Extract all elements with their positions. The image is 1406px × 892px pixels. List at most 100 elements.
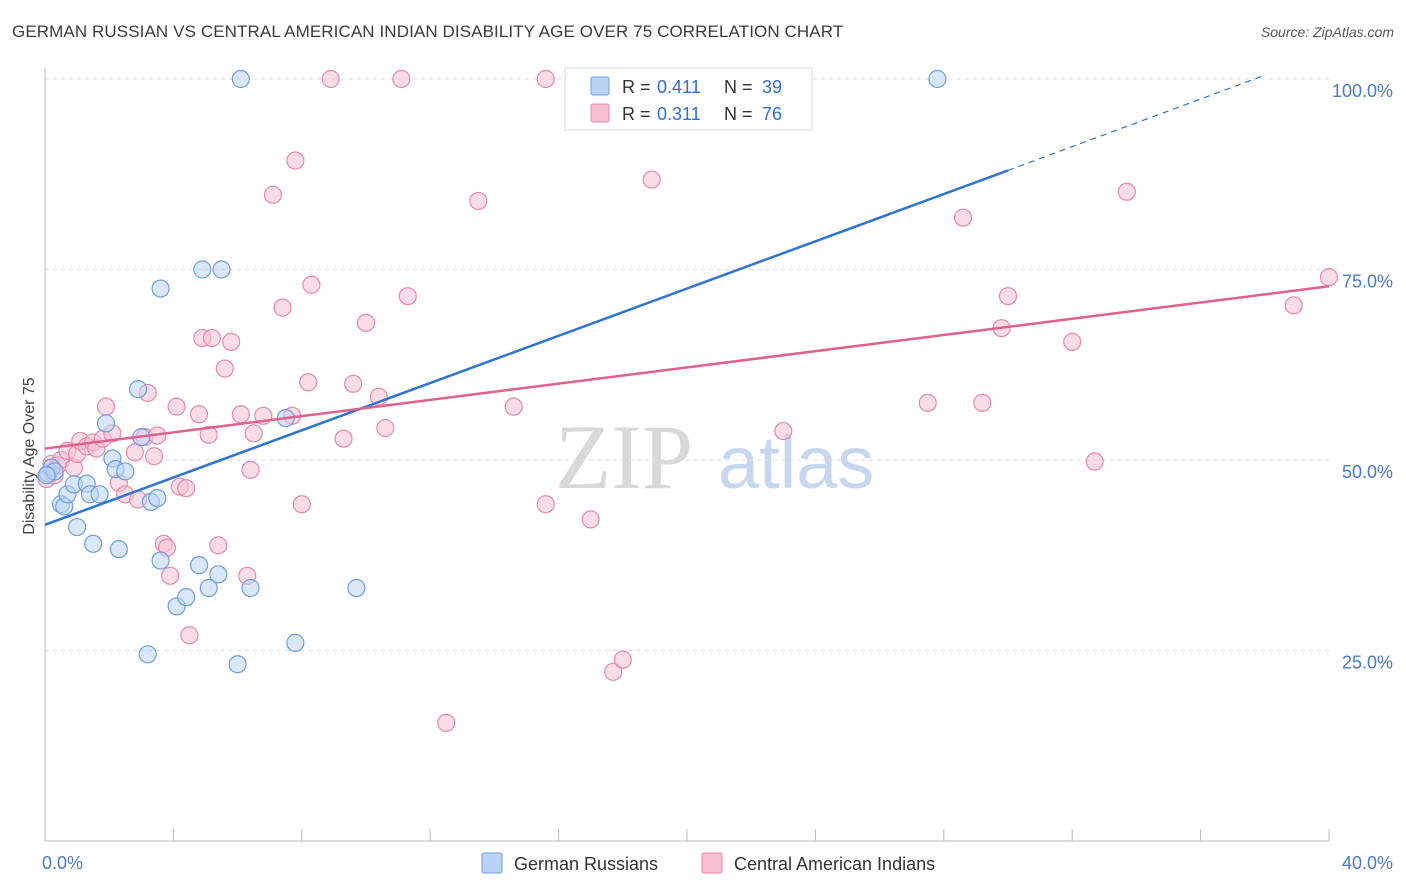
series-german-russians: [37, 69, 947, 674]
central-american-indians-point-37: [231, 405, 250, 424]
central-american-indians-point-72: [1063, 332, 1082, 351]
central-american-indians-point-42: [263, 185, 283, 204]
german-russians-point-16: [116, 462, 135, 481]
central-american-indians-point-26: [167, 397, 186, 416]
axes: [44, 68, 1330, 842]
central-american-indians-point-28: [177, 479, 196, 498]
legend: R = 0.411 N = 39 R = 0.311 N = 76: [564, 67, 813, 131]
central-american-indians-point-47: [299, 373, 318, 392]
legend-n-label-1: N =: [724, 77, 753, 97]
watermark-zip: ZIP: [555, 406, 693, 508]
x-tick-label-0: 0.0%: [42, 853, 83, 873]
central-american-indians-point-61: [536, 69, 555, 89]
central-american-indians-point-29: [180, 626, 199, 645]
central-american-indians-point-73: [1085, 452, 1104, 471]
german-russians-point-32: [231, 69, 250, 89]
legend-r-label-1: R =: [622, 77, 651, 97]
central-american-indians-point-75: [1284, 296, 1303, 315]
central-american-indians-point-68: [953, 208, 973, 227]
central-american-indians-point-56: [398, 287, 417, 306]
central-american-indians-point-50: [334, 429, 353, 448]
german-russians-point-26: [189, 556, 209, 575]
grid-lines: [45, 78, 1329, 651]
x-tick-labels: 0.0% 40.0%: [42, 853, 1393, 873]
central-american-indians-point-62: [581, 510, 600, 529]
german-russians-point-22: [151, 551, 170, 570]
central-american-indians-point-52: [356, 313, 376, 332]
central-american-indians-point-35: [215, 359, 234, 378]
central-american-indians-point-32: [199, 425, 218, 444]
central-american-indians-point-33: [202, 328, 222, 348]
trend-lines: [44, 74, 1330, 526]
german-russians-point-23: [151, 279, 170, 298]
legend-swatch-pink: [590, 103, 610, 123]
central-american-indians-point-40: [244, 424, 263, 443]
central-american-indians-point-43: [273, 298, 292, 317]
german-russians-point-29: [209, 565, 228, 584]
y-axis-label: Disability Age Over 75: [21, 377, 38, 535]
central-american-indians-point-60: [536, 495, 555, 514]
central-american-indians-point-49: [321, 69, 340, 89]
german-russians-point-38: [37, 466, 56, 485]
chart-source: Source: ZipAtlas.com: [1260, 24, 1394, 40]
german-russians-point-36: [347, 578, 366, 598]
y-tick-labels: 25.0% 50.0% 75.0% 100.0%: [1332, 81, 1393, 673]
central-american-indians-point-55: [392, 69, 411, 89]
central-american-indians-point-76: [1319, 268, 1339, 287]
legend-swatch-blue: [590, 76, 610, 96]
central-american-indians-point-71: [998, 287, 1018, 306]
german-russians-point-12: [96, 414, 116, 433]
y-tick-label-0: 25.0%: [1342, 653, 1393, 673]
series-central-american-indians: [37, 69, 1339, 732]
legend-n-value-2: 76: [762, 104, 782, 124]
german-russians-point-30: [212, 260, 231, 279]
central-american-indians-point-21: [145, 447, 164, 466]
central-american-indians-point-30: [189, 405, 209, 424]
bottom-legend-swatch-blue: [481, 852, 503, 874]
german-russians-point-35: [286, 633, 305, 652]
chart-title: GERMAN RUSSIAN VS CENTRAL AMERICAN INDIA…: [12, 22, 844, 41]
central-american-indians-point-57: [437, 713, 456, 732]
watermark: ZIP atlas: [555, 406, 874, 508]
german-russians-point-28: [199, 578, 218, 598]
y-tick-label-3: 100.0%: [1332, 81, 1393, 101]
german-russians-point-10: [84, 534, 103, 553]
german-russians-point-31: [228, 655, 247, 674]
central-american-indians-point-13: [96, 397, 116, 416]
central-american-indians-point-39: [241, 460, 260, 480]
trend-line-german-russians: [44, 169, 1009, 526]
german-russians-point-25: [177, 588, 196, 607]
bottom-legend-german-russians: German Russians: [514, 854, 658, 874]
central-american-indians-point-66: [774, 421, 793, 441]
central-american-indians-point-74: [1117, 182, 1136, 201]
bottom-legend: German Russians Central American Indians: [481, 852, 935, 874]
central-american-indians-point-51: [344, 374, 363, 393]
central-american-indians-point-64: [613, 650, 632, 669]
trend-line-central-american-indians: [44, 285, 1330, 450]
central-american-indians-point-63: [604, 662, 623, 681]
german-russians-point-27: [193, 260, 212, 279]
central-american-indians-point-25: [161, 566, 180, 585]
german-russians-point-7: [67, 517, 87, 537]
central-american-indians-point-58: [469, 191, 488, 211]
central-american-indians-point-17: [125, 443, 144, 462]
trend-line-german-russians-extension: [1007, 74, 1266, 172]
central-american-indians-point-36: [222, 332, 241, 351]
central-american-indians-point-54: [376, 418, 395, 438]
central-american-indians-point-45: [286, 151, 305, 170]
central-american-indians-point-67: [918, 393, 937, 412]
german-russians-point-33: [241, 578, 260, 598]
german-russians-point-37: [928, 69, 947, 89]
central-american-indians-point-48: [302, 275, 321, 294]
german-russians-point-17: [128, 380, 148, 399]
central-american-indians-point-59: [504, 397, 523, 416]
legend-n-value-1: 39: [762, 77, 782, 97]
central-american-indians-point-65: [642, 170, 661, 189]
bottom-legend-swatch-pink: [701, 852, 723, 874]
legend-r-value-2: 0.311: [657, 104, 701, 124]
legend-r-label-2: R =: [622, 104, 651, 124]
german-russians-point-21: [148, 489, 167, 508]
watermark-atlas: atlas: [718, 421, 874, 504]
y-tick-label-1: 50.0%: [1342, 462, 1393, 482]
german-russians-point-19: [138, 645, 157, 664]
